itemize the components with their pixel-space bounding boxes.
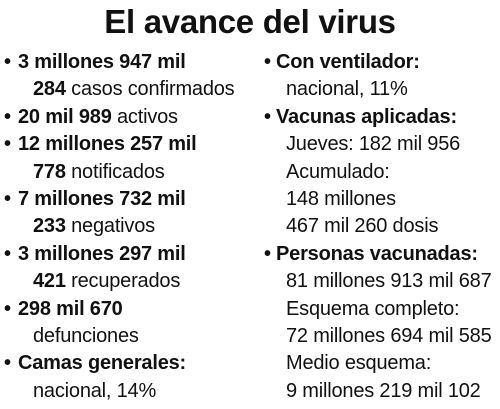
stat-recuperados: • 3 millones 297 mil 421 recuperados <box>4 241 254 296</box>
bullet-icon: • <box>264 105 271 128</box>
personas-line: 72 millones 694 mil 585 <box>286 325 492 348</box>
notificados-value-line2: 778 <box>33 160 66 183</box>
right-column: • Con ventilador: nacional, 11% • Vacuna… <box>264 49 500 405</box>
negativos-value-line2: 233 <box>33 215 66 238</box>
stat-con-ventilador: • Con ventilador: nacional, 11% <box>264 49 500 104</box>
vacunas-heading: Vacunas aplicadas: <box>276 105 457 128</box>
bullet-icon: • <box>4 51 11 73</box>
bullet-icon: • <box>264 51 271 73</box>
personas-line: Esquema completo: <box>286 297 460 320</box>
personas-heading: Personas vacunadas: <box>276 242 478 265</box>
vacunas-line: Acumulado: <box>286 160 390 183</box>
activos-value: 20 mil 989 <box>18 105 112 128</box>
casos-value-line2: 284 <box>33 78 66 101</box>
vacunas-line: 467 mil 260 dosis <box>286 215 439 238</box>
ventilador-value: nacional, 11% <box>286 78 408 101</box>
vacunas-line: Jueves: 182 mil 956 <box>286 133 461 156</box>
activos-label: activos <box>111 105 178 128</box>
stat-negativos: • 7 millones 732 mil 233 negativos <box>4 186 254 241</box>
personas-line: Medio esquema: <box>286 352 432 375</box>
negativos-label: negativos <box>65 215 155 238</box>
recuperados-value-line2: 421 <box>33 270 66 293</box>
ventilador-heading: Con ventilador: <box>276 51 420 73</box>
stat-defunciones: • 298 mil 670 defunciones <box>4 296 254 351</box>
defunciones-label: defunciones <box>33 325 139 348</box>
negativos-value-line1: 7 millones 732 mil <box>18 188 186 211</box>
personas-line: 9 millones 219 mil 102 <box>286 379 481 402</box>
page-title: El avance del virus <box>104 3 396 40</box>
casos-label: casos confirmados <box>65 78 235 101</box>
camas-value: nacional, 14% <box>33 379 157 402</box>
stat-activos: • 20 mil 989 activos <box>4 104 254 131</box>
stat-vacunas-aplicadas: • Vacunas aplicadas: Jueves: 182 mil 956… <box>264 104 500 241</box>
stat-personas-vacunadas: • Personas vacunadas: 81 millones 913 mi… <box>264 241 500 405</box>
bullet-icon: • <box>4 188 11 211</box>
stat-camas-generales: • Camas generales: nacional, 14% <box>4 350 254 405</box>
defunciones-value: 298 mil 670 <box>18 297 123 320</box>
notificados-value-line1: 12 millones 257 mil <box>18 133 197 156</box>
camas-heading: Camas generales: <box>18 352 187 375</box>
bullet-icon: • <box>4 242 11 265</box>
bullet-icon: • <box>4 133 11 156</box>
bullet-icon: • <box>4 105 11 128</box>
casos-value-line1: 3 millones 947 mil <box>18 51 186 73</box>
stat-casos-confirmados: • 3 millones 947 mil 284 casos confirmad… <box>4 49 254 104</box>
personas-line: 81 millones 913 mil 687 <box>286 270 492 293</box>
recuperados-value-line1: 3 millones 297 mil <box>18 242 186 265</box>
stat-notificados: • 12 millones 257 mil 778 notificados <box>4 131 254 186</box>
notificados-label: notificados <box>65 160 165 183</box>
vacunas-line: 148 millones <box>286 188 396 211</box>
bullet-icon: • <box>4 297 11 320</box>
bullet-icon: • <box>264 242 271 265</box>
left-column: • 3 millones 947 mil 284 casos confirmad… <box>4 49 254 405</box>
bullet-icon: • <box>4 352 11 375</box>
recuperados-label: recuperados <box>65 270 181 293</box>
